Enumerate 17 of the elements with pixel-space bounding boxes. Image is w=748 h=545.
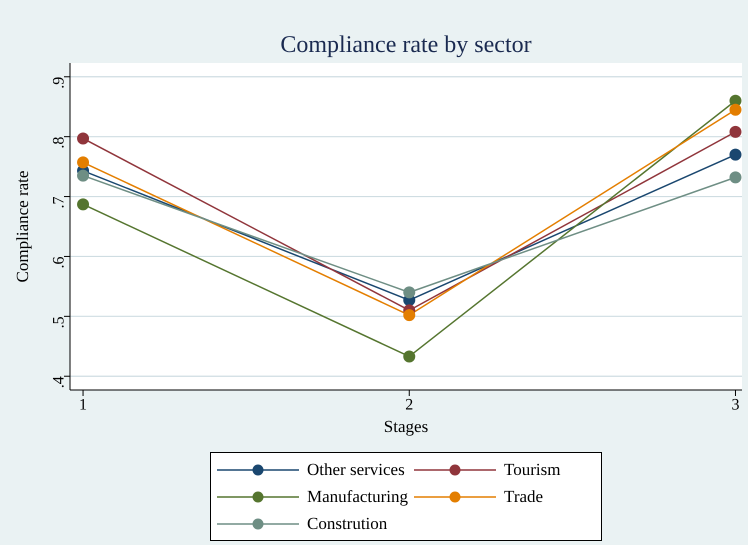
x-axis-title: Stages bbox=[384, 417, 428, 436]
y-tick-label: .5 bbox=[50, 316, 68, 328]
y-tick-label: .9 bbox=[50, 76, 68, 89]
legend-label: Constrution bbox=[307, 514, 388, 534]
y-tick-label: .4 bbox=[50, 376, 68, 388]
legend-label: Manufacturing bbox=[307, 486, 408, 506]
legend-label: Tourism bbox=[504, 460, 560, 480]
y-tick-label: .8 bbox=[50, 136, 68, 149]
legend-label: Other services bbox=[307, 460, 405, 480]
y-tick-label: .6 bbox=[50, 256, 68, 268]
y-tick-label: .7 bbox=[50, 196, 68, 209]
chart-title: Compliance rate by sector bbox=[279, 32, 533, 59]
x-tick-label: 1 bbox=[79, 396, 88, 414]
x-tick-label: 2 bbox=[405, 396, 414, 414]
y-axis-title: Compliance rate bbox=[13, 170, 32, 282]
x-tick-label: 3 bbox=[731, 396, 740, 414]
legend-label: Trade bbox=[504, 486, 544, 506]
